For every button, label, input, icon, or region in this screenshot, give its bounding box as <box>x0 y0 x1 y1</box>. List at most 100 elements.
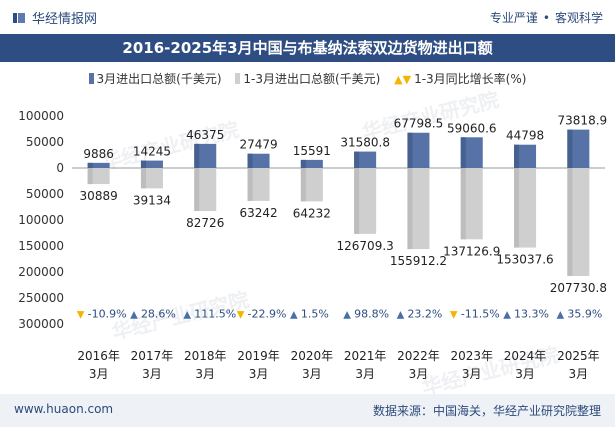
bar-march-shade <box>407 132 413 168</box>
x-tick-label: 3月 <box>569 367 589 381</box>
brand-name: 华经情报网 <box>32 12 98 27</box>
data-label-march: 9886 <box>83 147 114 161</box>
data-label-march: 46375 <box>186 128 224 142</box>
x-tick-label: 3月 <box>142 367 162 381</box>
data-label-ytd: 207730.8 <box>550 281 607 295</box>
data-label-growth: -11.5% <box>461 308 500 321</box>
legend-marker-growth-icon: ▲▼ <box>394 73 412 86</box>
growth-down-marker-icon: ▼ <box>77 310 85 321</box>
bar-march-shade <box>460 137 466 168</box>
legend-item-growth[interactable]: ▲▼ 1-3月同比增长率(%) <box>394 70 526 87</box>
x-tick-label: 2020年 <box>291 349 334 363</box>
x-tick-label: 3月 <box>355 367 375 381</box>
bar-ytd-shade <box>194 168 200 212</box>
bar-ytd <box>354 168 377 234</box>
x-tick-label: 2018年 <box>184 349 227 363</box>
data-label-ytd: 153037.6 <box>496 253 553 267</box>
data-label-growth: 23.2% <box>407 308 442 321</box>
x-tick-label: 3月 <box>515 367 535 381</box>
bar-ytd <box>87 168 110 185</box>
bar-ytd <box>247 168 270 201</box>
bar-ytd <box>194 168 217 212</box>
bar-march <box>194 143 217 168</box>
bar-march <box>460 137 483 168</box>
legend-item-ytd[interactable]: 1-3月进出口总额(千美元) <box>235 70 380 87</box>
data-label-ytd: 63242 <box>239 206 277 220</box>
x-tick-label: 3月 <box>409 367 429 381</box>
bar-ytd-shade <box>247 168 253 201</box>
growth-up-marker-icon: ▲ <box>556 310 564 321</box>
chart-legend: 3月进出口总额(千美元) 1-3月进出口总额(千美元) ▲▼ 1-3月同比增长率(… <box>0 70 615 87</box>
data-label-ytd: 39134 <box>133 193 171 207</box>
legend-item-march[interactable]: 3月进出口总额(千美元) <box>88 70 222 87</box>
bar-ytd-shade <box>514 168 520 248</box>
bar-ytd <box>140 168 163 189</box>
bar-ytd <box>567 168 590 277</box>
y-tick-label: 150000 <box>18 239 64 253</box>
x-tick-label: 2016年 <box>77 349 120 363</box>
bar-march-shade <box>567 129 573 168</box>
x-tick-label: 2023年 <box>450 349 493 363</box>
data-label-growth: -22.9% <box>248 308 287 321</box>
legend-swatch-march <box>88 73 94 84</box>
bar-march <box>354 151 377 168</box>
growth-up-marker-icon: ▲ <box>130 310 138 321</box>
x-tick-label: 2022年 <box>397 349 440 363</box>
data-label-ytd: 137126.9 <box>443 244 500 258</box>
bar-march-shade <box>247 153 253 168</box>
legend-label-march: 3月进出口总额(千美元) <box>96 72 222 86</box>
legend-label-ytd: 1-3月进出口总额(千美元) <box>243 72 381 86</box>
y-tick-label: 50000 <box>26 135 64 149</box>
bar-ytd <box>460 168 483 240</box>
footer-website[interactable]: www.huaon.com <box>14 402 114 416</box>
data-label-march: 73818.9 <box>558 114 608 128</box>
bar-ytd <box>300 168 323 202</box>
data-label-march: 27479 <box>239 138 277 152</box>
data-label-growth: 1.5% <box>301 308 329 321</box>
slogan-tag-1: 专业严谨 <box>489 11 538 25</box>
data-label-growth: 111.5% <box>194 308 236 321</box>
data-label-ytd: 64232 <box>293 206 331 220</box>
growth-down-marker-icon: ▼ <box>237 310 245 321</box>
bar-march <box>514 144 537 168</box>
bar-march <box>247 153 270 168</box>
chart-plot: 100000 50000 0 50000 100000 150000 200000 25000… <box>18 109 608 381</box>
bar-march-shade <box>300 159 306 168</box>
x-tick-label: 2024年 <box>504 349 547 363</box>
footer: www.huaon.com 数据来源：中国海关，华经产业研究院整理 <box>0 394 615 427</box>
growth-up-marker-icon: ▲ <box>183 310 191 321</box>
growth-up-marker-icon: ▲ <box>343 310 351 321</box>
data-label-march: 31580.8 <box>340 136 390 150</box>
slogan-separator: • <box>542 11 550 25</box>
growth-up-marker-icon: ▲ <box>503 310 511 321</box>
bar-ytd-shade <box>407 168 413 250</box>
data-label-growth: 98.8% <box>354 308 389 321</box>
bar-ytd-shade <box>300 168 306 202</box>
slogan: 专业严谨 • 客观科学 <box>490 9 603 26</box>
legend-label-growth: 1-3月同比增长率(%) <box>414 72 527 86</box>
bar-ytd-shade <box>460 168 466 240</box>
growth-down-marker-icon: ▼ <box>450 310 458 321</box>
bar-ytd-shade <box>87 168 93 185</box>
y-tick-label: 100000 <box>18 109 64 123</box>
bar-ytd-shade <box>140 168 146 189</box>
brand[interactable]: 华经情报网 <box>12 8 97 27</box>
y-tick-label: 200000 <box>18 265 64 279</box>
data-label-ytd: 30889 <box>80 189 118 203</box>
data-label-march: 44798 <box>506 129 544 143</box>
x-tick-label: 2021年 <box>344 349 387 363</box>
x-tick-label: 3月 <box>249 367 269 381</box>
brand-logo-icon <box>13 13 25 23</box>
bar-march-shade <box>194 143 200 168</box>
x-tick-label: 3月 <box>462 367 482 381</box>
bar-march-shade <box>514 144 520 168</box>
x-tick-label: 2017年 <box>131 349 174 363</box>
x-tick-label: 3月 <box>302 367 322 381</box>
data-label-ytd: 82726 <box>186 216 224 230</box>
bar-march <box>567 129 590 168</box>
bar-march-shade <box>87 162 93 168</box>
bar-march <box>140 160 163 168</box>
bar-march-shade <box>354 151 360 168</box>
slogan-tag-2: 客观科学 <box>554 11 603 25</box>
y-tick-label: 250000 <box>18 291 64 305</box>
